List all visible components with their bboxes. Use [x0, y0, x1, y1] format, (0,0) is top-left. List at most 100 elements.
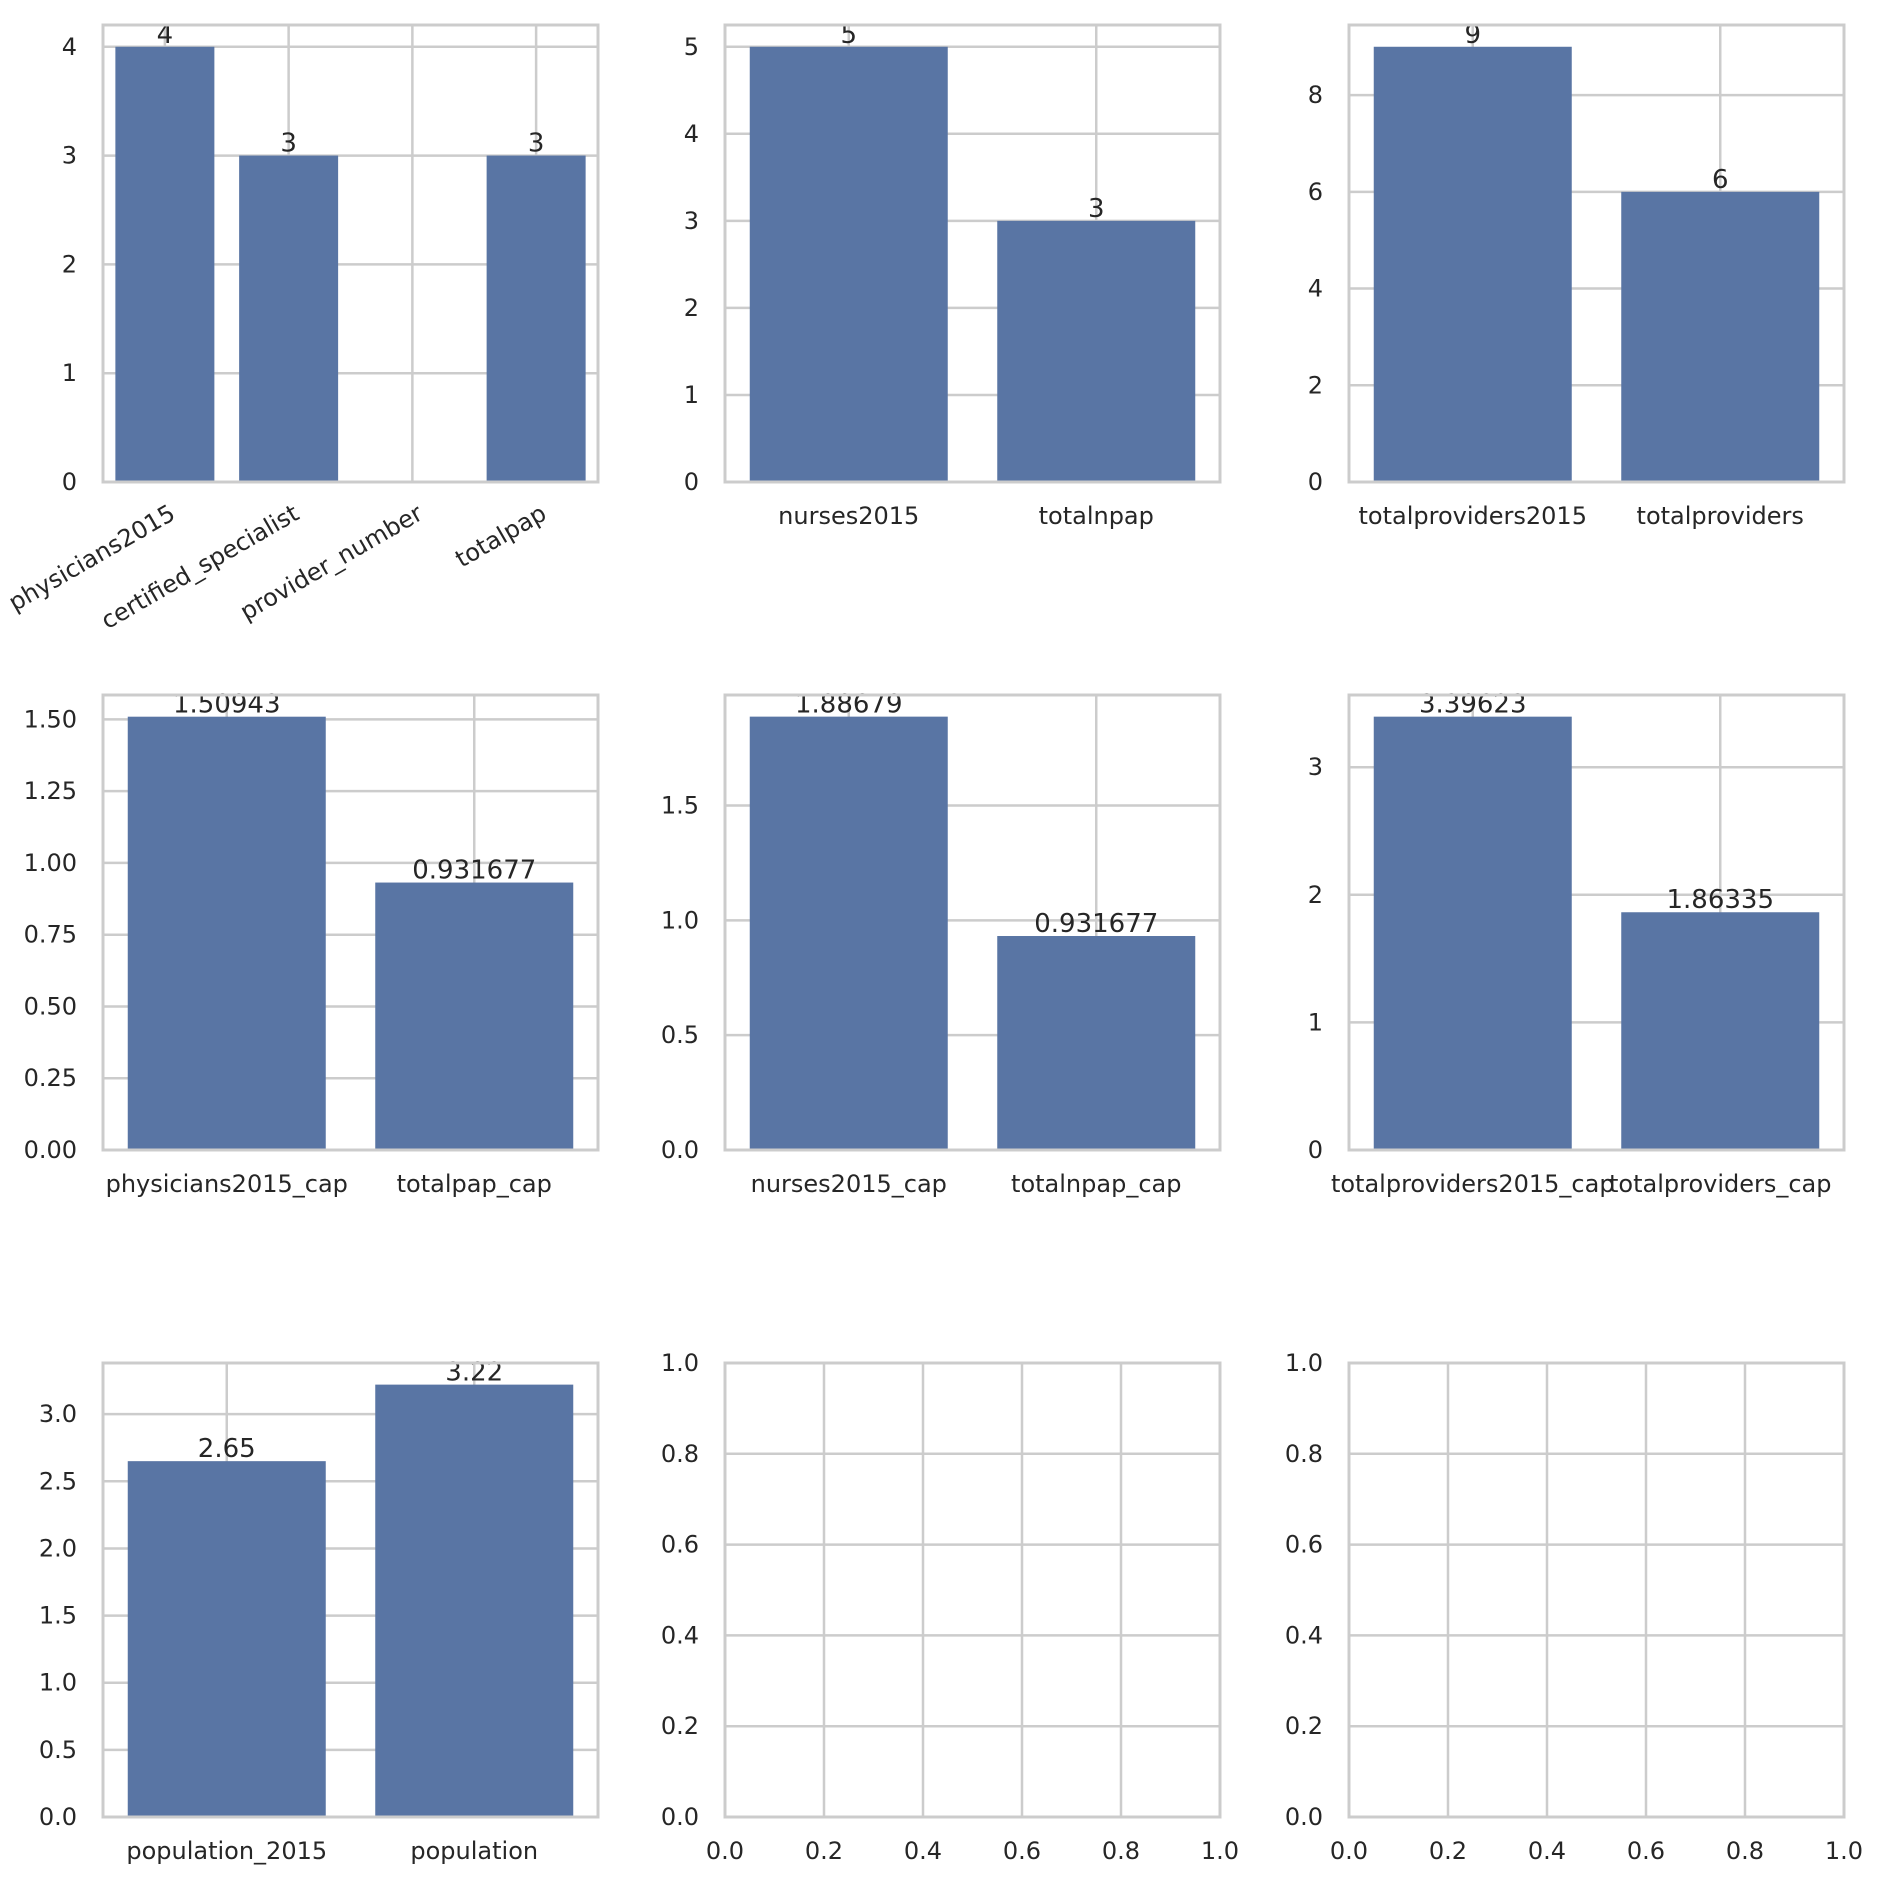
data-label: 2.65 — [198, 1434, 256, 1464]
x-tick-label: physicians2015_cap — [106, 1170, 348, 1198]
y-tick-label: 0.0 — [1285, 1803, 1323, 1831]
bar-nurses2015 — [749, 46, 948, 483]
x-tick-label: totalpap_cap — [397, 1170, 552, 1198]
bar-totalproviders — [1621, 191, 1820, 483]
data-label: 5 — [840, 20, 857, 50]
y-tick-label: 0.00 — [24, 1136, 77, 1164]
y-tick-label: 0.5 — [39, 1736, 77, 1764]
bar-totalpap — [486, 155, 586, 483]
y-tick-label: 0 — [1308, 1136, 1323, 1164]
x-tick-label: 0.4 — [1528, 1837, 1566, 1865]
y-tick-label: 2.0 — [39, 1534, 77, 1562]
x-tick-label: 0.2 — [1429, 1837, 1467, 1865]
y-tick-label: 0.5 — [661, 1021, 699, 1049]
data-label: 3 — [528, 129, 545, 159]
x-tick-label: 0.0 — [1330, 1837, 1368, 1865]
y-tick-label: 0.8 — [1285, 1440, 1323, 1468]
bar-physicians2015 — [115, 46, 215, 483]
y-tick-label: 1.0 — [661, 1349, 699, 1377]
y-tick-label: 0 — [1308, 468, 1323, 496]
y-tick-label: 0.0 — [39, 1803, 77, 1831]
data-label: 3 — [1088, 194, 1105, 224]
y-tick-label: 1.0 — [1285, 1349, 1323, 1377]
x-tick-label: 0.6 — [1003, 1837, 1041, 1865]
data-label: 1.86335 — [1666, 885, 1774, 915]
y-tick-label: 3 — [62, 142, 77, 170]
y-tick-label: 0.6 — [1285, 1531, 1323, 1559]
axes-frame — [101, 693, 600, 1152]
axes-frame — [723, 1361, 1222, 1819]
data-label: 9 — [1464, 20, 1481, 50]
y-tick-label: 4 — [1308, 275, 1323, 303]
x-tick-label: 0.8 — [1102, 1837, 1140, 1865]
y-tick-label: 0.4 — [661, 1621, 699, 1649]
axes-frame — [101, 23, 600, 484]
subplot-3: 0 2 4 6 8 9 totalproviders2015 6 totalproviders — [1308, 20, 1846, 530]
y-tick-label: 2.5 — [39, 1467, 77, 1495]
subplot-7: 0.0 0.5 1.0 1.5 2.0 2.5 3.0 2.65 population_2015… — [39, 1358, 600, 1865]
x-tick-label: 0.2 — [805, 1837, 843, 1865]
x-tick-label: 0.4 — [904, 1837, 942, 1865]
y-tick-label: 0.4 — [1285, 1621, 1323, 1649]
y-tick-label: 0.50 — [24, 992, 77, 1020]
y-tick-label: 0.2 — [661, 1712, 699, 1740]
y-tick-label: 0 — [684, 468, 699, 496]
bar-totalpap_cap — [375, 882, 574, 1150]
y-tick-label: 1 — [1308, 1008, 1323, 1036]
x-tick-label: totalnpap — [1039, 502, 1154, 530]
bar-totalproviders_cap — [1621, 912, 1820, 1150]
y-tick-label: 1.00 — [24, 849, 77, 877]
subplot-5: 0.00.51.01.51.88679nurses2015_cap0.93167… — [661, 690, 1222, 1198]
x-tick-label: 0.6 — [1627, 1837, 1665, 1865]
x-tick-label: 0.0 — [706, 1837, 744, 1865]
x-tick-label: 0.8 — [1726, 1837, 1764, 1865]
y-tick-label: 1.5 — [661, 791, 699, 819]
data-label: 4 — [157, 20, 174, 50]
subplot-4: 0.000.250.500.751.001.251.50 1.50943physi… — [24, 690, 600, 1198]
y-tick-label: 0.75 — [24, 921, 77, 949]
y-tick-label: 3 — [684, 207, 699, 235]
bar-totalnpap_cap — [997, 936, 1196, 1150]
axes-frame — [1347, 693, 1846, 1152]
x-tick-label: 1.0 — [1825, 1837, 1863, 1865]
axes-frame — [723, 23, 1222, 484]
subplot-6: 01233.39623totalproviders2015_cap1.86335… — [1308, 690, 1846, 1198]
y-tick-label: 2 — [684, 294, 699, 322]
y-tick-label: 3 — [1308, 753, 1323, 781]
y-tick-label: 1.50 — [24, 705, 77, 733]
y-tick-label: 0 — [62, 468, 77, 496]
subplot-2: 0 1 2 3 4 5 5 nurses2015 3 totalnpap — [684, 20, 1222, 530]
y-tick-label: 0.0 — [661, 1803, 699, 1831]
x-tick-label: population_2015 — [126, 1837, 327, 1865]
y-tick-label: 2 — [1308, 371, 1323, 399]
y-tick-label: 5 — [684, 33, 699, 61]
y-tick-label: 4 — [684, 120, 699, 148]
y-tick-label: 0.0 — [661, 1136, 699, 1164]
y-tick-label: 0.8 — [661, 1440, 699, 1468]
y-tick-label: 4 — [62, 33, 77, 61]
x-tick-label: totalproviders_cap — [1609, 1170, 1832, 1198]
bar-population — [375, 1384, 574, 1817]
y-tick-label: 8 — [1308, 81, 1323, 109]
y-tick-label: 3.0 — [39, 1400, 77, 1428]
bar-totalproviders2015 — [1373, 46, 1572, 483]
subplot-9: 0.0 0.2 0.4 0.6 0.8 1.0 0.0 0.2 0.4 0.6 0.8 1.0 — [1285, 1349, 1863, 1865]
axes-frame — [101, 1361, 600, 1819]
axes-frame — [723, 693, 1222, 1152]
x-tick-label: 1.0 — [1201, 1837, 1239, 1865]
x-tick-label: totalproviders2015 — [1359, 502, 1587, 530]
data-label: 0.931677 — [1034, 909, 1158, 939]
y-tick-label: 1.25 — [24, 777, 77, 805]
y-tick-label: 0.6 — [661, 1531, 699, 1559]
x-tick-label: totalnpap_cap — [1011, 1170, 1181, 1198]
x-tick-label: population — [410, 1837, 538, 1865]
x-tick-label: totalproviders — [1637, 502, 1804, 530]
bar-nurses2015_cap — [749, 716, 948, 1150]
y-tick-label: 2 — [62, 250, 77, 278]
x-tick-label: nurses2015_cap — [751, 1170, 947, 1198]
bar-totalproviders2015_cap — [1373, 716, 1572, 1150]
bar-certified_specialist — [239, 155, 339, 483]
x-tick-label: totalpap — [450, 499, 551, 573]
x-tick-label: nurses2015 — [778, 502, 919, 530]
